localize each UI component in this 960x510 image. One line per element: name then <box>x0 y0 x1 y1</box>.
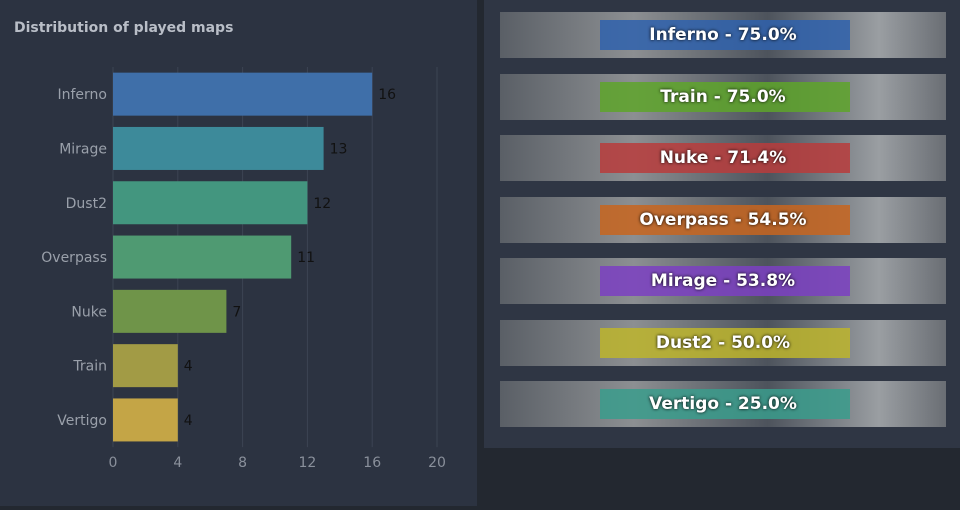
map-banner: Inferno - 75.0% <box>500 12 946 58</box>
value-label: 13 <box>330 141 348 157</box>
banner-band <box>600 327 850 358</box>
banner-panel: Inferno - 75.0% Train - 75.0% Nuke - 71.4%… <box>484 0 960 448</box>
y-tick-label: Nuke <box>71 304 107 320</box>
value-label: 11 <box>297 250 315 266</box>
map-banner: Nuke - 71.4% <box>500 135 946 181</box>
value-label: 12 <box>313 196 331 212</box>
value-label: 7 <box>232 304 241 320</box>
bar <box>113 126 324 170</box>
banner-band <box>600 389 850 419</box>
x-tick-label: 4 <box>173 455 182 471</box>
value-label: 4 <box>184 359 193 375</box>
x-tick-label: 12 <box>298 455 316 471</box>
map-banner: Overpass - 54.5% <box>500 196 946 243</box>
x-tick-label: 16 <box>363 455 381 471</box>
y-tick-label: Dust2 <box>66 196 107 212</box>
map-banner: Mirage - 53.8% <box>500 258 946 304</box>
bar <box>113 235 292 279</box>
chart-panel: Distribution of played maps 0 4 8 12 16 20 16 I… <box>0 0 477 506</box>
bar <box>113 72 373 116</box>
banner-label: Nuke - 71.4% <box>659 148 787 168</box>
banner-band <box>600 81 850 112</box>
y-tick-label: Train <box>72 359 107 375</box>
banner-label: Vertigo - 25.0% <box>649 394 797 414</box>
chart: Distribution of played maps 0 4 8 12 16 20 16 I… <box>14 20 446 471</box>
bar <box>113 398 178 442</box>
bar <box>113 181 308 225</box>
y-tick-label: Overpass <box>41 250 107 266</box>
banner-label: Inferno - 75.0% <box>649 25 797 45</box>
banner-band <box>600 20 850 50</box>
x-tick-label: 8 <box>238 455 247 471</box>
x-tick-label: 20 <box>428 455 446 471</box>
banner-band <box>600 143 850 173</box>
y-tick-label: Vertigo <box>57 413 107 429</box>
map-banner: Dust2 - 50.0% <box>500 319 946 366</box>
y-tick-label: Inferno <box>58 87 108 103</box>
banner-label: Train - 75.0% <box>660 86 786 107</box>
value-label: 4 <box>184 413 193 429</box>
map-banner: Train - 75.0% <box>500 73 946 120</box>
bar <box>113 289 227 333</box>
value-label: 16 <box>378 87 396 103</box>
chart-title: Distribution of played maps <box>14 20 233 36</box>
x-tick-label: 0 <box>109 455 118 471</box>
y-tick-label: Mirage <box>59 141 107 157</box>
map-banner: Vertigo - 25.0% <box>500 381 946 427</box>
bar <box>113 344 178 388</box>
banner-band <box>600 204 850 235</box>
banner-label: Overpass - 54.5% <box>639 209 807 230</box>
banner-label: Mirage - 53.8% <box>650 271 796 291</box>
banner-band <box>600 266 850 296</box>
banner-label: Dust2 - 50.0% <box>655 332 791 353</box>
